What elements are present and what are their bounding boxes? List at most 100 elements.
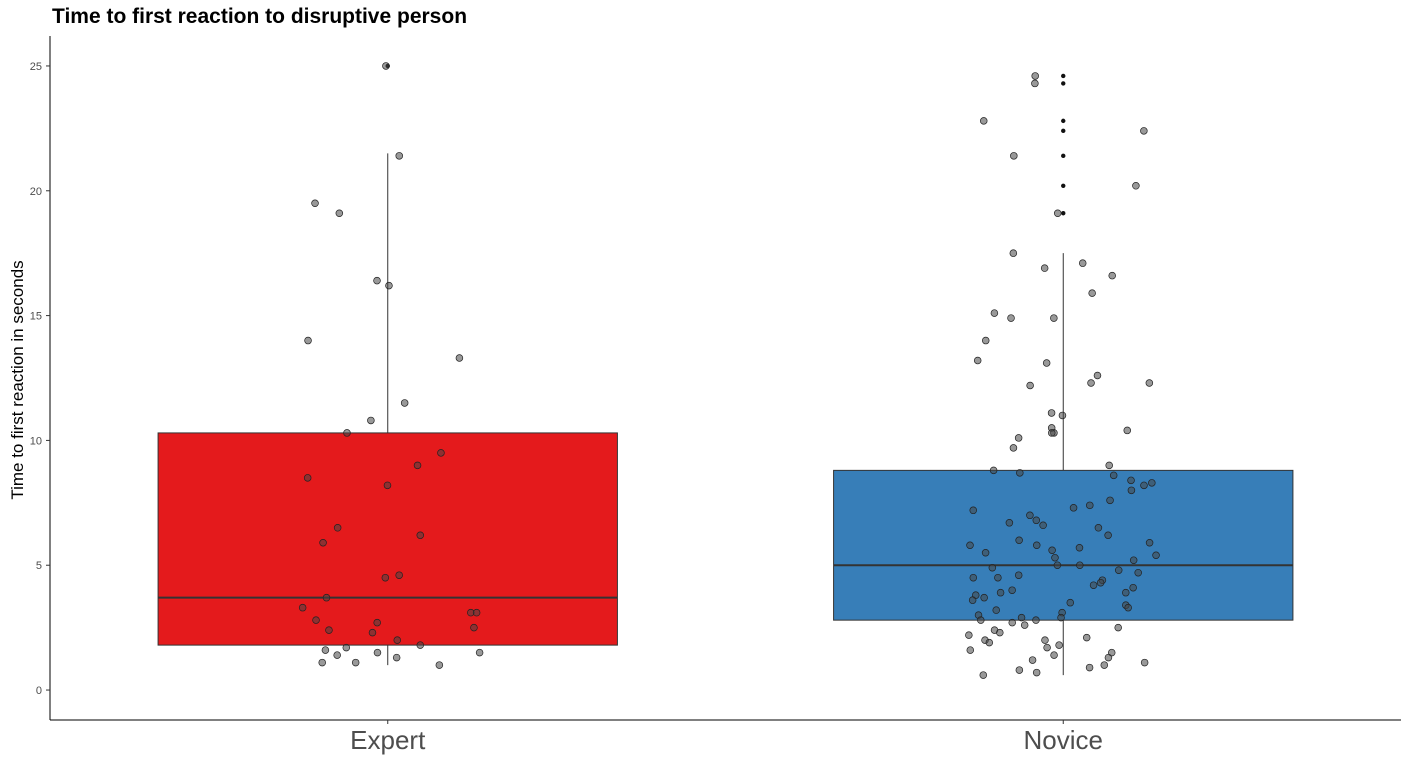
expert-data-point — [333, 524, 342, 532]
novice-data-point — [1028, 656, 1037, 664]
novice-data-point — [1010, 152, 1018, 160]
expert-data-point — [312, 616, 320, 624]
novice-data-point — [990, 309, 999, 317]
novice-data-point — [1009, 249, 1018, 257]
novice-data-point — [1127, 486, 1136, 495]
novice-data-point — [1094, 524, 1103, 532]
novice-data-point — [1014, 434, 1023, 442]
expert-data-point — [373, 618, 381, 627]
expert-data-point — [335, 209, 344, 217]
novice-outlier-point — [1061, 183, 1066, 188]
novice-data-point — [1105, 461, 1113, 470]
novice-data-point — [1114, 566, 1123, 574]
novice-data-point — [968, 596, 977, 604]
novice-data-point — [1140, 481, 1148, 490]
novice-outlier-point — [1061, 211, 1066, 216]
novice-data-point — [1031, 72, 1039, 80]
novice-data-point — [1031, 79, 1039, 88]
expert-data-point — [437, 449, 445, 457]
novice-data-point — [1007, 314, 1015, 322]
novice-data-point — [965, 631, 973, 639]
novice-data-point — [977, 616, 985, 624]
novice-data-point — [1047, 409, 1056, 417]
novice-data-point — [1140, 658, 1149, 667]
expert-data-point — [373, 648, 382, 657]
novice-data-point — [1055, 641, 1063, 649]
novice-data-point — [980, 593, 988, 602]
novice-data-point — [1005, 519, 1014, 527]
novice-data-point — [1014, 571, 1023, 579]
novice-outlier-point — [1061, 73, 1066, 79]
novice-outlier-point — [1061, 81, 1066, 86]
novice-data-point — [1009, 444, 1018, 452]
expert-data-point — [455, 354, 464, 362]
novice-data-point — [1017, 613, 1026, 622]
novice-data-point — [1020, 621, 1029, 629]
novice-data-point — [966, 646, 975, 654]
novice-data-point — [1085, 663, 1094, 672]
expert-data-point — [413, 461, 422, 470]
expert-data-point — [322, 593, 331, 602]
expert-data-point — [304, 336, 312, 345]
novice-data-point — [985, 638, 994, 647]
novice-data-point — [1015, 536, 1023, 545]
novice-data-point — [973, 356, 982, 365]
novice-data-point — [1058, 411, 1067, 420]
expert-data-point — [393, 636, 402, 644]
novice-data-point — [966, 541, 974, 550]
novice-data-point — [1152, 551, 1160, 559]
expert-data-point — [367, 416, 375, 425]
novice-data-point — [1050, 314, 1058, 322]
novice-data-point — [1032, 616, 1040, 624]
axes-layer: 0 5 10 15 20 25 Expert Novice — [30, 36, 1401, 755]
novice-data-point — [1032, 516, 1041, 525]
novice-data-point — [1008, 618, 1016, 627]
expert-box — [157, 432, 618, 646]
expert-data-point — [395, 571, 403, 579]
novice-data-point — [1086, 501, 1094, 510]
expert-data-point — [395, 152, 403, 160]
expert-data-point — [472, 608, 481, 617]
novice-box — [833, 469, 1294, 621]
novice-data-point — [1048, 546, 1056, 554]
novice-data-point — [969, 506, 977, 515]
novice-data-point — [1088, 289, 1096, 297]
expert-data-point — [319, 539, 327, 547]
novice-data-point — [1053, 209, 1062, 217]
novice-data-point — [989, 466, 998, 475]
novice-data-point — [1075, 544, 1084, 552]
novice-data-point — [1108, 271, 1116, 280]
novice-data-point — [1076, 561, 1084, 569]
novice-data-point — [1132, 182, 1140, 190]
novice-data-point — [1089, 581, 1098, 589]
novice-data-point — [1053, 561, 1062, 569]
novice-data-point — [1082, 633, 1091, 642]
expert-data-point — [416, 641, 425, 649]
expert-data-point — [416, 531, 425, 540]
novice-data-point — [1096, 578, 1105, 587]
y-tick-label: 20 — [30, 186, 42, 198]
novice-data-point — [1043, 643, 1051, 652]
expert-data-point — [351, 658, 360, 667]
expert-data-point — [311, 199, 319, 208]
expert-data-point — [400, 399, 409, 407]
novice-outlier-point — [1061, 118, 1066, 124]
novice-data-point — [988, 563, 997, 572]
novice-data-point — [1093, 371, 1102, 380]
novice-data-point — [1039, 521, 1047, 530]
novice-data-point — [1066, 598, 1075, 607]
novice-data-point — [1026, 511, 1034, 520]
novice-data-point — [981, 336, 990, 345]
novice-data-point — [1114, 623, 1122, 632]
novice-data-point — [1104, 531, 1112, 540]
novice-data-point — [1041, 636, 1049, 644]
novice-data-point — [981, 548, 990, 557]
y-tick-label: 0 — [36, 685, 42, 697]
boxes-layer — [157, 63, 1294, 676]
expert-data-point — [470, 623, 478, 632]
novice-data-point — [996, 628, 1004, 637]
novice-data-point — [1134, 568, 1142, 577]
novice-data-point — [1145, 379, 1154, 387]
novice-data-point — [1051, 553, 1059, 562]
